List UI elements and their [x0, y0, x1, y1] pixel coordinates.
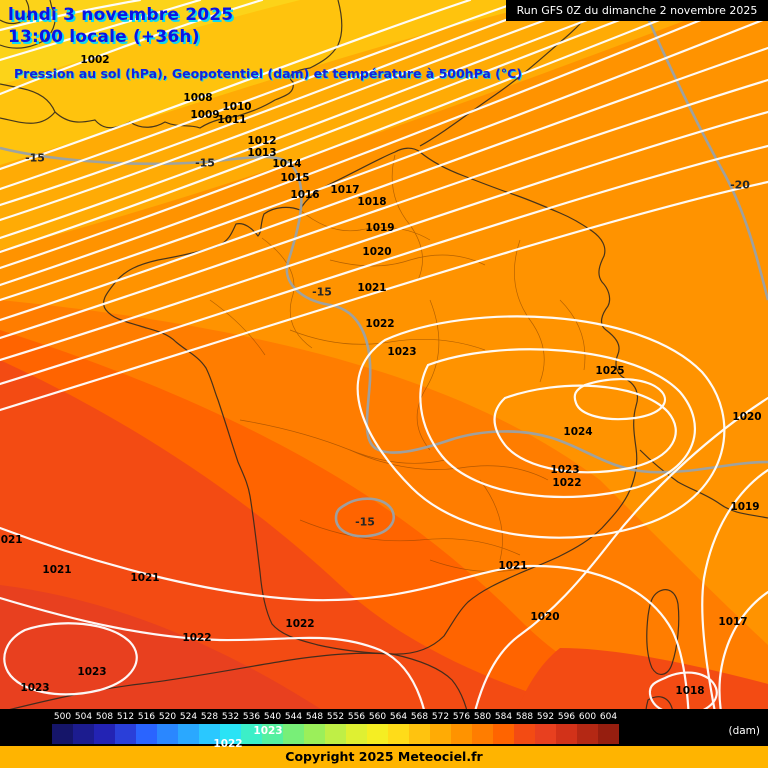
colorbar-value: 548	[305, 711, 324, 722]
colorbar-value: 576	[452, 711, 471, 722]
colorbar-cell	[409, 724, 430, 744]
colorbar-cell	[535, 724, 556, 744]
geopotential-lines-layer	[0, 0, 768, 538]
parameters-label: Pression au sol (hPa), Geopotentiel (dam…	[14, 66, 523, 81]
colorbar-cell	[262, 724, 283, 744]
colorbar-unit: (dam)	[728, 725, 760, 737]
colorbar-value: 520	[158, 711, 177, 722]
colorbar-cell	[493, 724, 514, 744]
colorbar-value: 596	[557, 711, 576, 722]
colorbar-cell	[199, 724, 220, 744]
colorbar-value: 536	[242, 711, 261, 722]
colorbar-value: 532	[221, 711, 240, 722]
colorbar-cell	[514, 724, 535, 744]
colorbar-value: 528	[200, 711, 219, 722]
colorbar-value: 512	[116, 711, 135, 722]
colorbar-cell	[52, 724, 73, 744]
copyright-bar: Copyright 2025 Meteociel.fr	[0, 746, 768, 768]
colorbar-cell	[157, 724, 178, 744]
colorbar-value: 500	[53, 711, 72, 722]
colorbar-cell	[115, 724, 136, 744]
colorbar-value: 572	[431, 711, 450, 722]
date-label: lundi 3 novembre 2025	[8, 5, 234, 25]
colorbar: 500 504 508 512 516 520 524 528 532 536 540 544 548 5…	[0, 709, 768, 746]
colorbar-cell	[241, 724, 262, 744]
colorbar-cell	[73, 724, 94, 744]
colorbar-values: 500 504 508 512 516 520 524 528 532 536 540 544 548 5…	[52, 709, 768, 724]
colorbar-cell	[283, 724, 304, 744]
colorbar-value: 556	[347, 711, 366, 722]
colorbar-value: 600	[578, 711, 597, 722]
colorbar-cell	[325, 724, 346, 744]
colorbar-value: 604	[599, 711, 618, 722]
colorbar-value: 544	[284, 711, 303, 722]
colorbar-cell	[346, 724, 367, 744]
colorbar-cell	[598, 724, 619, 744]
colorbar-cells	[52, 724, 768, 744]
colorbar-cell	[178, 724, 199, 744]
colorbar-cell	[430, 724, 451, 744]
colorbar-cell	[220, 724, 241, 744]
department-borders-layer	[209, 154, 586, 572]
colorbar-value: 524	[179, 711, 198, 722]
colorbar-cell	[94, 724, 115, 744]
colorbar-cell	[136, 724, 157, 744]
colorbar-value: 560	[368, 711, 387, 722]
colorbar-value: 592	[536, 711, 555, 722]
colorbar-value: 516	[137, 711, 156, 722]
colorbar-value: 508	[95, 711, 114, 722]
validity-time-label: 13:00 locale (+36h)	[8, 27, 200, 47]
colorbar-cell	[451, 724, 472, 744]
colorbar-value: 552	[326, 711, 345, 722]
colorbar-cell	[367, 724, 388, 744]
colorbar-cell	[577, 724, 598, 744]
colorbar-cell	[472, 724, 493, 744]
colorbar-value: 568	[410, 711, 429, 722]
colorbar-value: 580	[473, 711, 492, 722]
colorbar-value: 504	[74, 711, 93, 722]
colorbar-value: 540	[263, 711, 282, 722]
colorbar-value: 564	[389, 711, 408, 722]
colorbar-cell	[388, 724, 409, 744]
model-run-bar: Run GFS 0Z du dimanche 2 novembre 2025	[506, 0, 768, 21]
colorbar-cell	[556, 724, 577, 744]
colorbar-cell	[304, 724, 325, 744]
colorbar-value: 584	[494, 711, 513, 722]
colorbar-value: 588	[515, 711, 534, 722]
